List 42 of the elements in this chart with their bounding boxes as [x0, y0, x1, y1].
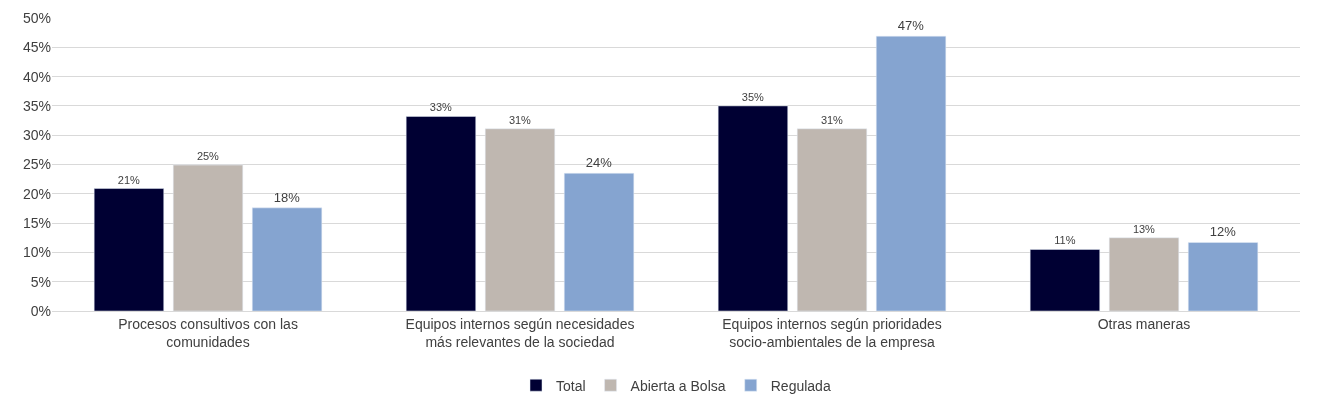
x-tick-label: Procesos consultivos con las comunidades — [118, 315, 298, 350]
bar — [252, 207, 323, 311]
data-label: 33% — [429, 101, 453, 114]
data-label: 18% — [273, 189, 301, 205]
y-tick-label: 35% — [22, 97, 51, 114]
x-tick-label: Equipos internos según necesidades más relevantes de la sociedad — [405, 315, 635, 350]
y-tick-label: 5% — [30, 273, 51, 290]
y-tick-label: 50% — [22, 9, 51, 26]
bar — [1029, 249, 1100, 311]
y-tick-label: 15% — [22, 215, 51, 231]
data-label: 31% — [508, 113, 532, 126]
bar — [1108, 237, 1180, 311]
legend-label: Regulada — [770, 377, 831, 394]
y-tick-label: 20% — [22, 185, 51, 202]
data-label: 24% — [585, 155, 613, 171]
bar — [876, 35, 947, 311]
data-label: 25% — [196, 150, 220, 163]
bar — [796, 128, 868, 311]
data-label: 47% — [897, 18, 925, 34]
data-label: 31% — [820, 113, 844, 126]
bar — [484, 128, 556, 311]
data-label: 13% — [1132, 222, 1156, 235]
data-label: 35% — [741, 90, 765, 103]
y-tick-label: 45% — [22, 39, 51, 56]
y-tick-label: 40% — [22, 68, 51, 85]
y-tick-label: 25% — [22, 156, 51, 173]
y-tick-label: 0% — [30, 302, 51, 319]
y-tick-label: 10% — [22, 244, 51, 261]
legend-label: Total — [556, 377, 586, 394]
bar — [405, 116, 476, 311]
bar — [1188, 242, 1259, 311]
bar — [172, 164, 244, 311]
bar — [717, 105, 788, 311]
legend-label: Abierta a Bolsa — [630, 377, 726, 394]
data-label: 12% — [1209, 224, 1237, 240]
x-tick-label: Otras maneras — [1097, 315, 1191, 332]
bar — [93, 188, 164, 311]
data-label: 11% — [1054, 234, 1076, 247]
data-label: 21% — [117, 173, 141, 186]
x-tick-label: Equipos internos según prioridades socio-ambientales de la empresa — [722, 315, 942, 350]
bar — [564, 173, 635, 311]
y-tick-label: 30% — [22, 127, 51, 144]
